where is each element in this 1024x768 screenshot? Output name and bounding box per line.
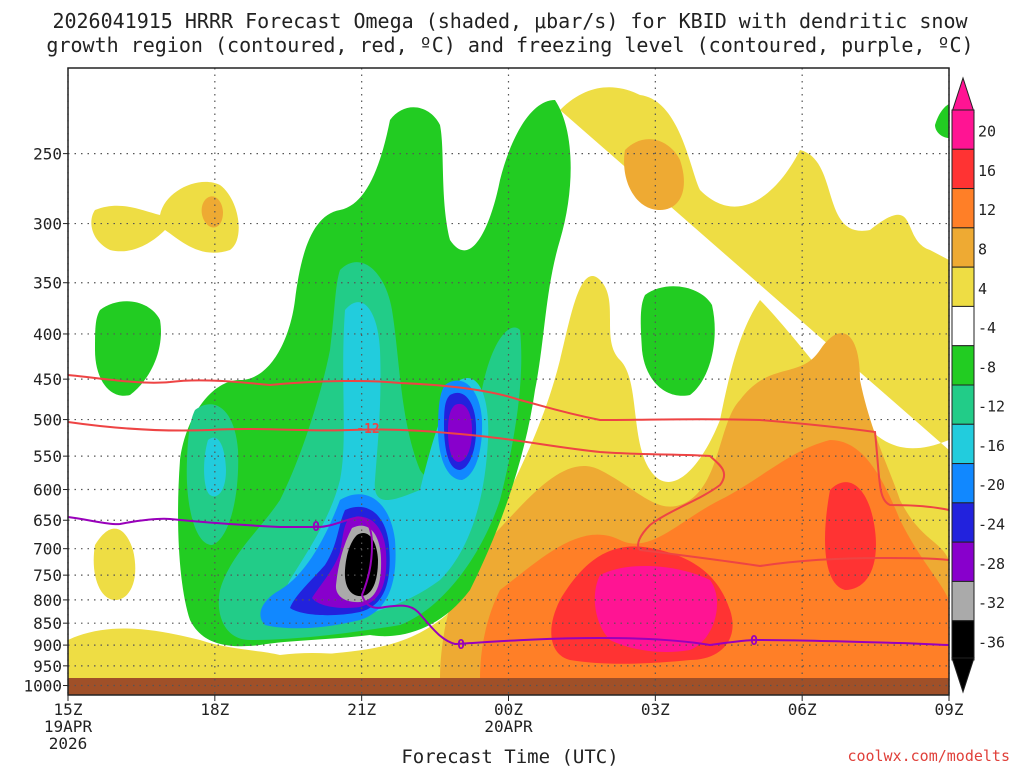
x-tick-label: 21Z [347,700,376,719]
omega-fill-green-midpatch [640,286,715,396]
colorbar-swatch [951,423,975,465]
y-tick-label: 950 [33,657,62,676]
colorbar-swatch [951,227,975,268]
omega-colorbar: 20 16 12 8 4 -4 -8 -12 -16 -20 -24 -28 -32 -36 [951,76,1005,694]
colorbar-swatch [951,188,975,229]
freezing-label-1: 0 [312,520,320,535]
colorbar-swatch [951,109,975,150]
colorbar-swatch [951,463,975,504]
colorbar-label: -32 [978,594,1005,612]
omega-fill-red-right [825,482,876,590]
plot-area: -12 0 0 0 [67,67,950,696]
x-axis-label: Forecast Time (UTC) [401,746,618,768]
y-tick-label: 850 [33,614,62,633]
y-tick-label: 900 [33,636,62,655]
omega-fill-green-topright [935,104,949,138]
colorbar-label: -36 [978,633,1005,651]
y-tick-label: 750 [33,566,62,585]
y-tick-label: 1000 [23,677,62,696]
colorbar-label: -16 [978,437,1005,455]
freezing-label-3: 0 [750,634,758,649]
omega-fill-orange-blob-left [201,196,223,228]
y-tick-label: 650 [33,511,62,530]
dendritic-contour-lower [67,421,950,568]
y-tick-label: 400 [33,325,62,344]
omega-fill-yellow-left [91,181,239,253]
y-tick-label: 700 [33,540,62,559]
colorbar-label: -20 [978,476,1005,494]
y-tick-label: 250 [33,145,62,164]
colorbar-label: 16 [978,162,996,180]
x-tick-label: 09Z [935,700,964,719]
freezing-label-2: 0 [457,638,465,653]
colorbar-label: -24 [978,516,1005,534]
x-tick-label: 03Z [641,700,670,719]
y-tick-label: 600 [33,481,62,500]
omega-fill-yellow-bottom [68,628,400,680]
y-tick-label: 450 [33,370,62,389]
omega-fill-orange-top [624,139,684,210]
colorbar-label: 4 [978,280,987,298]
y-tick-label: 300 [33,215,62,234]
y-tick-label: 500 [33,411,62,430]
colorbar-swatch [951,266,975,307]
colorbar-label: 8 [978,241,987,259]
colorbar-label: 12 [978,201,996,219]
x-tick-label: 20APR [484,717,533,736]
y-tick-label: 550 [33,447,62,466]
dendritic-label: -12 [356,422,379,437]
colorbar-label: -28 [978,555,1005,573]
colorbar-swatch [951,620,975,661]
colorbar-label: 20 [978,123,996,141]
chart-title-line1: 2026041915 HRRR Forecast Omega (shaded, … [52,9,968,33]
omega-fill-cyan-leftpatch [204,437,226,497]
colorbar-swatch [951,541,975,582]
chart-title-line2: growth region (contoured, red, ºC) and f… [46,33,973,57]
credit-text: coolwx.com/modelts [847,747,1010,765]
y-axis-ticks: 250 300 350 400 450 500 550 600 650 700 750 800 850 9… [23,145,68,696]
x-tick-label: 18Z [200,700,229,719]
x-tick-label: 00Z [494,700,523,719]
colorbar-label: -4 [978,319,996,337]
dendritic-contour-upper [67,374,950,511]
x-tick-label: 19APR [44,717,93,736]
colorbar-top-arrow [951,76,975,113]
colorbar-swatch [951,502,975,543]
colorbar-label: -8 [978,358,996,376]
colorbar-swatch [951,384,975,425]
omega-fill-purple-top [448,403,472,462]
colorbar-bottom-arrow [951,657,975,694]
colorbar-swatch [951,305,975,347]
colorbar-swatch [951,345,975,386]
omega-fill-black [344,532,378,597]
colorbar-label: -12 [978,398,1005,416]
y-tick-label: 350 [33,274,62,293]
freezing-level-contour [67,516,950,647]
x-tick-label: 2026 [49,734,88,753]
x-tick-label: 06Z [788,700,817,719]
x-tick-label: 15Z [54,700,83,719]
colorbar-swatch [951,580,975,622]
y-tick-label: 800 [33,591,62,610]
omega-fill-green-leftpatch [95,301,161,396]
colorbar-swatch [951,148,975,190]
omega-fill-yellow-small [93,528,136,600]
